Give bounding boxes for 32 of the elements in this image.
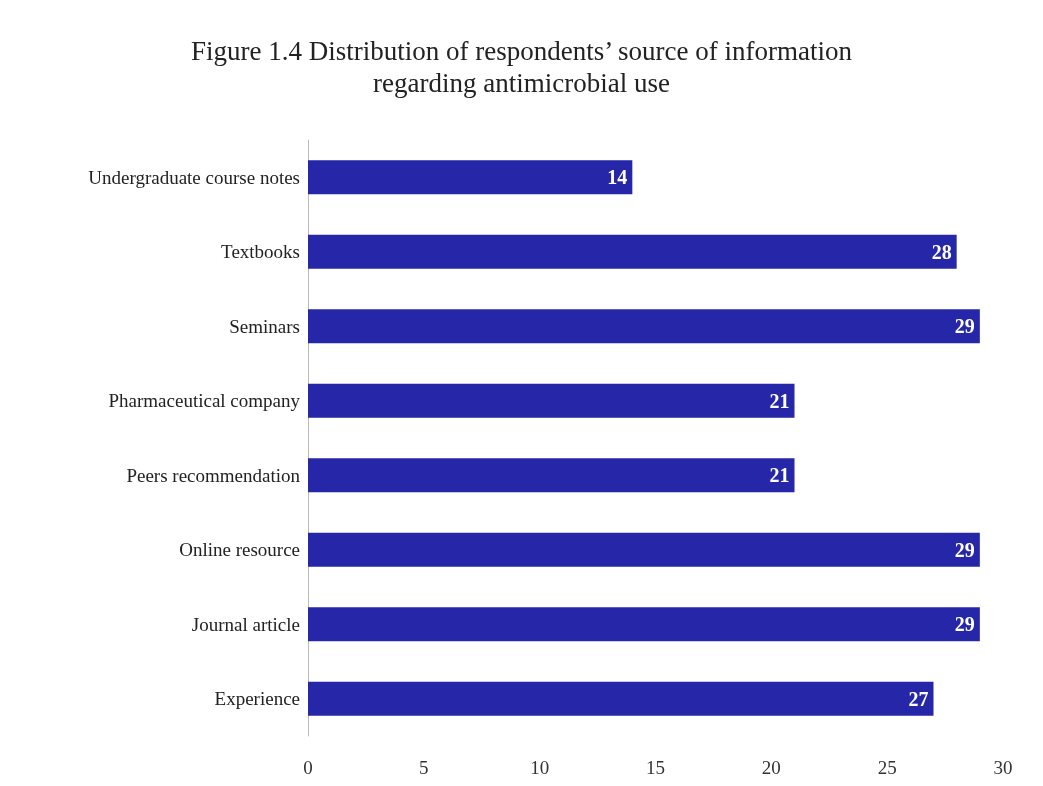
- y-tick-label: Online resource: [179, 539, 300, 561]
- data-label: 21: [769, 464, 790, 487]
- x-tick-label: 10: [530, 757, 550, 778]
- data-label: 29: [954, 315, 975, 338]
- data-label: 27: [908, 687, 929, 710]
- x-tick-label: 30: [993, 757, 1013, 778]
- bar: [308, 383, 795, 418]
- y-tick-label: Peers recommendation: [126, 464, 301, 486]
- bar: [308, 458, 795, 493]
- y-tick-label: Experience: [214, 688, 300, 710]
- bar: [308, 234, 957, 269]
- bar: [308, 681, 934, 716]
- bar: [308, 160, 633, 195]
- y-tick-label: Textbooks: [221, 241, 300, 263]
- bar: [308, 607, 980, 642]
- x-tick-label: 15: [646, 757, 665, 778]
- data-label: 14: [607, 166, 628, 189]
- y-tick-label: Pharmaceutical company: [108, 390, 301, 412]
- data-label: 29: [954, 613, 975, 636]
- bar: [308, 532, 980, 567]
- data-label: 21: [769, 389, 790, 412]
- x-tick-label: 25: [877, 757, 897, 778]
- bar: [308, 309, 980, 344]
- data-label: 28: [931, 240, 952, 263]
- x-tick-label: 5: [419, 757, 429, 778]
- y-tick-label: Seminars: [229, 315, 300, 337]
- data-label: 29: [954, 538, 975, 561]
- y-tick-label: Undergraduate course notes: [88, 166, 300, 188]
- chart-title: Figure 1.4 Distribution of respondents’ source of information regarding antimicrobial use: [191, 36, 853, 98]
- x-tick-label: 0: [303, 757, 313, 778]
- x-tick-label: 20: [761, 757, 781, 778]
- y-tick-label: Journal article: [191, 613, 300, 635]
